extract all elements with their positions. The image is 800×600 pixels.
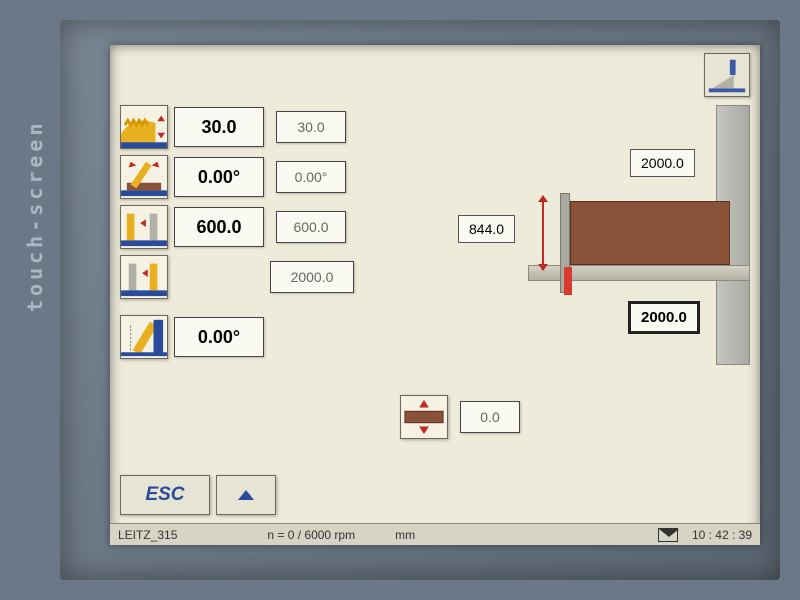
scoring-tilt-value[interactable]: 0.00° — [174, 317, 264, 357]
mode-button[interactable] — [704, 53, 750, 97]
touchscreen-area: 30.0 30.0 0.00° 0.00° — [110, 45, 760, 545]
profile-name: LEITZ_315 — [118, 528, 177, 542]
thickness-icon[interactable] — [400, 395, 448, 439]
crosscut-row: 2000.0 — [120, 255, 420, 299]
up-button[interactable] — [216, 475, 276, 515]
clock: 10 : 42 : 39 — [692, 528, 752, 542]
length-top-value[interactable]: 2000.0 — [630, 149, 695, 177]
workpiece — [570, 201, 730, 265]
scoring-tilt-row: 0.00° — [120, 315, 420, 359]
rip-fence-preset[interactable]: 600.0 — [276, 211, 346, 243]
stop-block — [564, 267, 572, 295]
unit-label: mm — [395, 528, 415, 542]
mail-icon[interactable] — [658, 528, 678, 542]
rip-fence-icon[interactable] — [120, 205, 168, 249]
rpm-readout: n = 0 / 6000 rpm — [267, 528, 355, 542]
blade-tilt-value[interactable]: 0.00° — [174, 157, 264, 197]
thickness-value[interactable]: 0.0 — [460, 401, 520, 433]
crosscut-preset[interactable]: 2000.0 — [270, 261, 354, 293]
touchscreen-label: touch-screen — [23, 120, 47, 313]
thickness-row: 0.0 — [400, 395, 520, 439]
scoring-tilt-icon[interactable] — [120, 315, 168, 359]
blade-height-row: 30.0 30.0 — [120, 105, 420, 149]
parameter-panel: 30.0 30.0 0.00° 0.00° — [120, 105, 420, 365]
status-bar: LEITZ_315 n = 0 / 6000 rpm mm 10 : 42 : … — [110, 523, 760, 545]
rip-fence-row: 600.0 600.0 — [120, 205, 420, 249]
length-bottom-value[interactable]: 2000.0 — [628, 301, 700, 334]
triangle-up-icon — [236, 488, 256, 502]
blade-height-icon[interactable] — [120, 105, 168, 149]
blade-tilt-preset[interactable]: 0.00° — [276, 161, 346, 193]
blade-tilt-row: 0.00° 0.00° — [120, 155, 420, 199]
esc-button[interactable]: ESC — [120, 475, 210, 515]
blade-height-preset[interactable]: 30.0 — [276, 111, 346, 143]
blade-tilt-icon[interactable] — [120, 155, 168, 199]
crosscut-icon[interactable] — [120, 255, 168, 299]
bottom-controls: ESC — [120, 475, 276, 515]
saw-mode-icon — [705, 54, 749, 96]
width-dimension-line — [542, 201, 544, 265]
width-dimension-value[interactable]: 844.0 — [458, 215, 515, 243]
blade-height-value[interactable]: 30.0 — [174, 107, 264, 147]
rip-fence-value[interactable]: 600.0 — [174, 207, 264, 247]
workpiece-diagram: 844.0 2000.0 2000.0 — [460, 105, 750, 385]
